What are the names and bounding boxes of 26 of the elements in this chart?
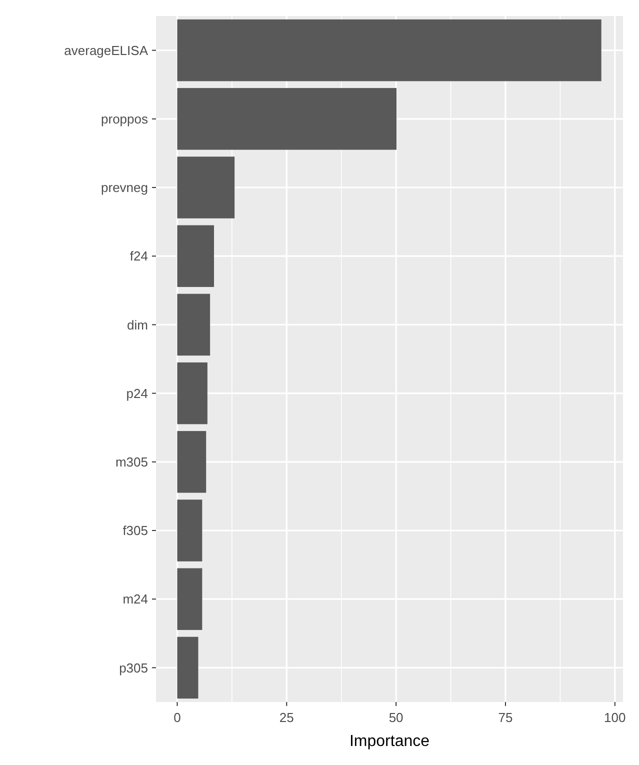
bar [177,225,214,287]
x-tick-label: 75 [498,710,513,725]
y-tick-label: f24 [130,248,148,264]
bar [177,294,210,356]
y-tick-label: p305 [119,660,148,676]
bar [177,362,208,424]
y-tick-label: dim [127,317,148,332]
bar [177,88,397,150]
bar [177,431,206,493]
bar [177,568,202,630]
x-tick-label: 100 [604,710,626,725]
y-tick-label: f305 [122,523,148,538]
y-tick-label: m24 [122,592,148,607]
y-tick-label: averageELISA [64,42,148,58]
y-tick-label: p24 [126,386,148,401]
bar [177,19,602,82]
bar [177,636,198,699]
x-tick-label: 25 [279,710,294,725]
bar [177,500,202,562]
y-tick-label: proppos [101,111,148,126]
x-axis-title: Importance [349,733,430,750]
y-tick-label: m305 [115,454,148,470]
x-tick-label: 0 [174,710,181,725]
x-tick-label: 50 [388,710,404,725]
bar [177,156,235,218]
y-tick-label: prevneg [101,180,148,196]
